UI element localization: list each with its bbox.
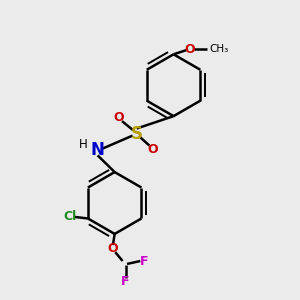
Text: H: H — [80, 138, 88, 151]
Text: O: O — [113, 111, 124, 124]
Text: O: O — [148, 142, 158, 156]
Text: O: O — [184, 43, 195, 56]
Text: CH₃: CH₃ — [209, 44, 229, 54]
Text: F: F — [140, 254, 148, 268]
Text: F: F — [121, 275, 130, 288]
Text: Cl: Cl — [63, 211, 76, 224]
Text: O: O — [107, 242, 118, 255]
Text: N: N — [90, 141, 104, 159]
Text: S: S — [131, 125, 143, 143]
